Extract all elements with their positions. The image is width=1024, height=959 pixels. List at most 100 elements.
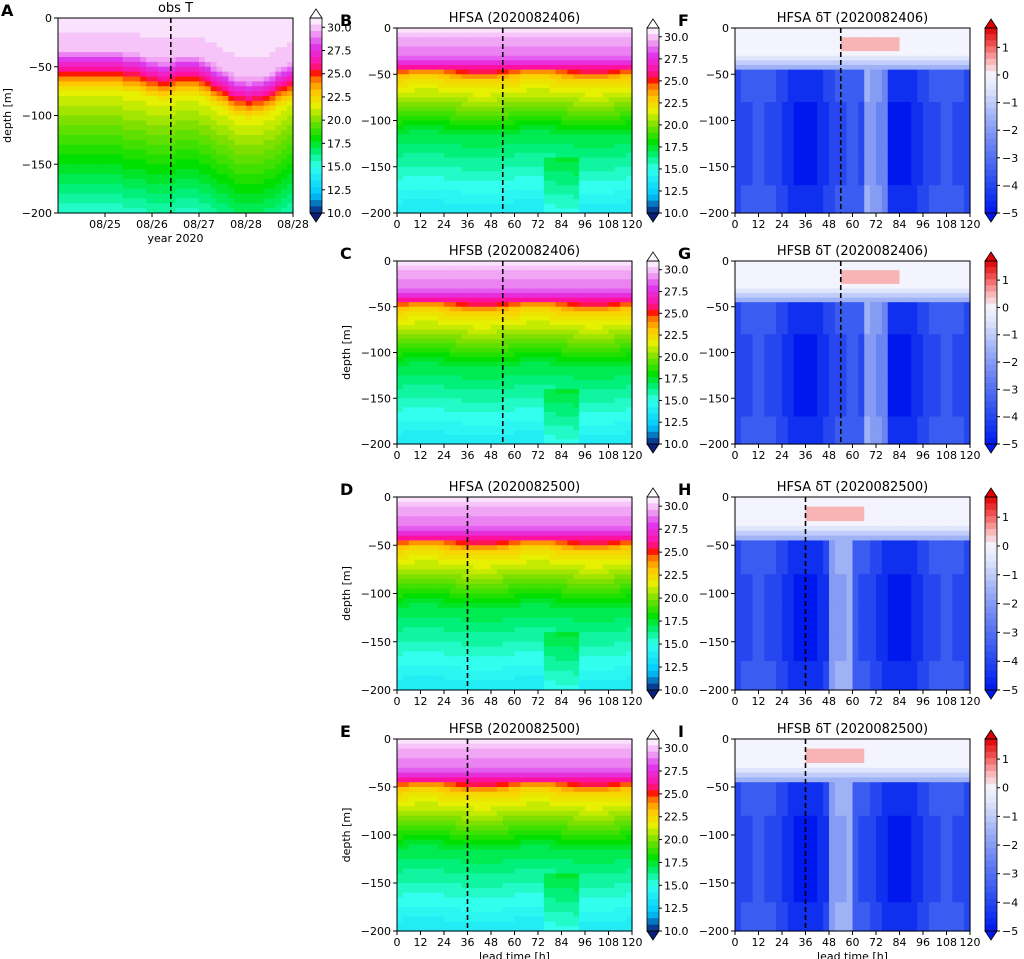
heatmap-cell	[193, 154, 200, 160]
heatmap-cell	[538, 288, 545, 294]
heatmap-cell	[602, 83, 610, 89]
heatmap-cell	[438, 157, 445, 163]
colorbar-swatch	[310, 200, 322, 207]
heatmap-cell	[549, 157, 557, 163]
heatmap-cell	[579, 51, 586, 57]
heatmap-cell	[596, 270, 604, 276]
heatmap-cell	[420, 425, 427, 431]
heatmap-cell	[128, 159, 135, 165]
heatmap-cell	[620, 384, 627, 390]
heatmap-cell	[140, 81, 147, 87]
heatmap-cell	[461, 185, 469, 191]
heatmap-cell	[426, 411, 433, 418]
heatmap-cell	[555, 306, 563, 312]
heatmap-cell	[152, 81, 159, 87]
heatmap-cell	[590, 279, 598, 285]
heatmap-cell	[408, 274, 416, 280]
heatmap-cell	[520, 139, 527, 145]
heatmap-cell	[449, 416, 457, 422]
heatmap-cell	[140, 125, 147, 131]
heatmap-cell	[514, 41, 521, 48]
heatmap-cell	[467, 274, 474, 280]
heatmap-cell	[257, 169, 265, 175]
heatmap-cell	[438, 28, 445, 34]
heatmap-cell	[520, 384, 527, 390]
heatmap-cell	[626, 283, 633, 290]
heatmap-cell	[561, 421, 568, 427]
heatmap-cell	[116, 81, 124, 87]
heatmap-cell	[608, 261, 615, 267]
heatmap-cell	[596, 389, 604, 395]
heatmap-cell	[257, 154, 265, 160]
heatmap-cell	[573, 293, 580, 299]
heatmap-cell	[234, 144, 241, 151]
heatmap-cell	[602, 115, 610, 122]
heatmap-cell	[222, 37, 229, 43]
heatmap-cell	[99, 183, 106, 190]
heatmap-cell	[602, 261, 610, 267]
heatmap-cell	[87, 66, 94, 73]
heatmap-cell	[496, 69, 504, 75]
y-tick-label: −100	[22, 110, 52, 123]
heatmap-cell	[543, 334, 551, 340]
heatmap-cell	[496, 74, 504, 80]
heatmap-cell	[116, 32, 124, 39]
heatmap-cell	[432, 361, 439, 367]
heatmap-cell	[234, 71, 241, 78]
heatmap-cell	[426, 398, 433, 404]
heatmap-cell	[163, 81, 171, 87]
heatmap-cell	[408, 55, 416, 61]
heatmap-cell	[87, 120, 94, 126]
heatmap-cell	[455, 69, 463, 75]
heatmap-cell	[240, 154, 247, 160]
heatmap-cell	[414, 125, 422, 131]
heatmap-cell	[514, 185, 521, 191]
heatmap-cell	[485, 320, 492, 326]
heatmap-cell	[105, 66, 112, 73]
heatmap-cell	[414, 106, 422, 112]
heatmap-cell	[134, 198, 141, 204]
heatmap-cell	[420, 352, 427, 358]
heatmap-cell	[414, 347, 422, 354]
heatmap-cell	[444, 189, 451, 196]
heatmap-cell	[140, 86, 147, 92]
heatmap-cell	[444, 302, 451, 308]
heatmap-cell	[590, 366, 598, 372]
heatmap-cell	[210, 32, 218, 39]
heatmap-cell	[608, 393, 615, 399]
heatmap-cell	[549, 407, 557, 413]
heatmap-cell	[402, 357, 410, 363]
heatmap-cell	[204, 178, 212, 185]
heatmap-cell	[608, 402, 615, 408]
heatmap-cell	[414, 176, 422, 182]
heatmap-cell	[549, 315, 557, 322]
heatmap-cell	[444, 375, 451, 381]
heatmap-cell	[246, 110, 253, 117]
heatmap-cell	[602, 208, 610, 214]
heatmap-cell	[93, 169, 100, 175]
heatmap-cell	[508, 430, 516, 436]
heatmap-cell	[585, 389, 592, 395]
heatmap-cell	[122, 47, 130, 53]
heatmap-cell	[585, 162, 592, 168]
heatmap-cell	[620, 152, 627, 159]
heatmap-cell	[561, 334, 568, 340]
heatmap-cell	[414, 134, 422, 140]
heatmap-cell	[263, 164, 271, 170]
heatmap-cell	[479, 162, 486, 168]
heatmap-cell	[175, 47, 182, 53]
heatmap-cell	[626, 421, 633, 427]
heatmap-cell	[602, 393, 610, 399]
heatmap-cell	[620, 411, 627, 418]
heatmap-cell	[620, 74, 627, 80]
heatmap-cell	[585, 92, 592, 98]
heatmap-cell	[408, 148, 416, 154]
heatmap-cell	[444, 92, 451, 98]
heatmap-cell	[58, 86, 65, 92]
heatmap-cell	[538, 306, 545, 312]
heatmap-cell	[455, 185, 463, 191]
heatmap-cell	[222, 22, 229, 29]
heatmap-cell	[573, 352, 580, 358]
heatmap-cell	[479, 189, 486, 196]
heatmap-cell	[269, 193, 276, 199]
